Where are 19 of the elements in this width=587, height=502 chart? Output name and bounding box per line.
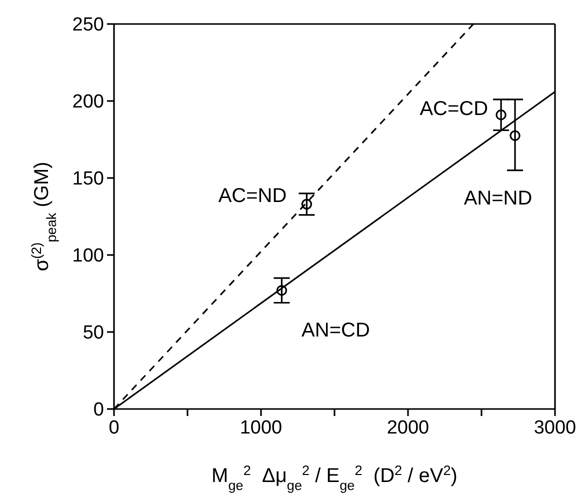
- x-tick-label: 0: [108, 417, 120, 438]
- y-tick-label: 100: [72, 246, 104, 267]
- annotation: AN=CD: [302, 319, 370, 342]
- point: [301, 198, 312, 210]
- y-tick-label: 200: [72, 92, 104, 113]
- y-tick-label: 0: [93, 400, 104, 421]
- x-tick-label: 1000: [240, 417, 282, 438]
- text: M$_{ge}$$^{2}$ Δμ$_{ge}$$^{2}$ / E$_{ge}$$^{2}$ (D$^{2}$ / eV$^{2}$): [212, 462, 458, 492]
- annotation: AC=ND: [218, 185, 287, 208]
- annotation: AN=ND: [464, 188, 532, 210]
- y-tick-label: 50: [82, 322, 104, 344]
- y-tick-label: 250: [72, 14, 104, 36]
- x-tick-label: 2000: [386, 417, 430, 438]
- point: [496, 110, 506, 120]
- x-tick-label: 3000: [534, 417, 576, 438]
- point: [510, 130, 520, 141]
- point: [276, 285, 288, 296]
- annotation: AC=CD: [420, 98, 488, 120]
- y-tick-label: 150: [72, 168, 104, 190]
